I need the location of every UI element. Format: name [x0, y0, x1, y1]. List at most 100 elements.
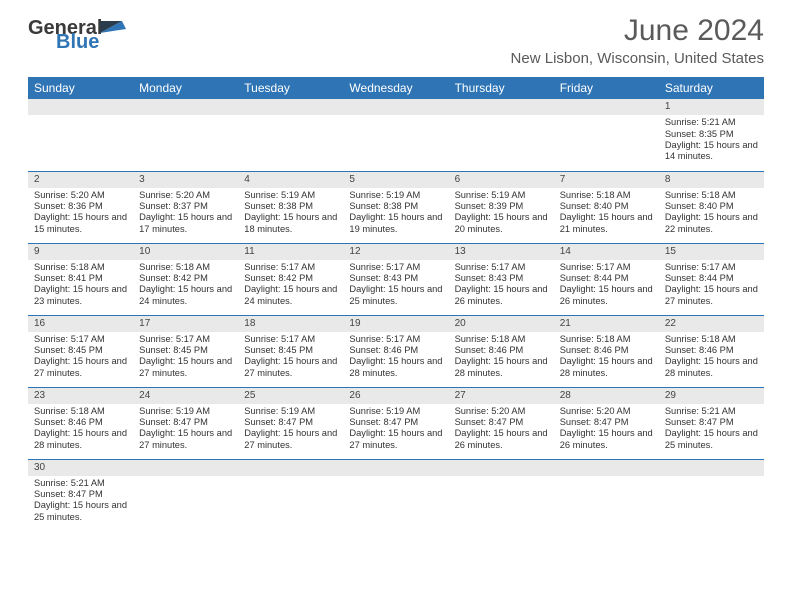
sunrise-line: Sunrise: 5:20 AM [455, 406, 548, 417]
sunset-line: Sunset: 8:42 PM [139, 273, 232, 284]
day-details: Sunrise: 5:19 AMSunset: 8:39 PMDaylight:… [449, 188, 554, 239]
calendar-day-cell: 11Sunrise: 5:17 AMSunset: 8:42 PMDayligh… [238, 243, 343, 315]
day-details: Sunrise: 5:18 AMSunset: 8:46 PMDaylight:… [449, 332, 554, 383]
daylight-line: Daylight: 15 hours and 28 minutes. [349, 356, 442, 379]
daylight-line: Daylight: 15 hours and 24 minutes. [139, 284, 232, 307]
sunrise-line: Sunrise: 5:21 AM [665, 406, 758, 417]
daylight-line: Daylight: 15 hours and 24 minutes. [244, 284, 337, 307]
day-details: Sunrise: 5:18 AMSunset: 8:40 PMDaylight:… [659, 188, 764, 239]
day-number: 6 [449, 172, 554, 188]
day-details: Sunrise: 5:18 AMSunset: 8:46 PMDaylight:… [28, 404, 133, 455]
calendar-day-cell: 23Sunrise: 5:18 AMSunset: 8:46 PMDayligh… [28, 387, 133, 459]
calendar-day-cell: 25Sunrise: 5:19 AMSunset: 8:47 PMDayligh… [238, 387, 343, 459]
day-number: 14 [554, 244, 659, 260]
day-details: Sunrise: 5:17 AMSunset: 8:42 PMDaylight:… [238, 260, 343, 311]
calendar-day-cell: 18Sunrise: 5:17 AMSunset: 8:45 PMDayligh… [238, 315, 343, 387]
day-number: 29 [659, 388, 764, 404]
sunset-line: Sunset: 8:47 PM [244, 417, 337, 428]
sunrise-line: Sunrise: 5:17 AM [349, 334, 442, 345]
daylight-line: Daylight: 15 hours and 17 minutes. [139, 212, 232, 235]
day-details: Sunrise: 5:17 AMSunset: 8:45 PMDaylight:… [28, 332, 133, 383]
daylight-line: Daylight: 15 hours and 23 minutes. [34, 284, 127, 307]
day-number: 16 [28, 316, 133, 332]
sunrise-line: Sunrise: 5:18 AM [34, 262, 127, 273]
day-number: 13 [449, 244, 554, 260]
daylight-line: Daylight: 15 hours and 28 minutes. [665, 356, 758, 379]
calendar-day-cell: 16Sunrise: 5:17 AMSunset: 8:45 PMDayligh… [28, 315, 133, 387]
calendar-week: 23Sunrise: 5:18 AMSunset: 8:46 PMDayligh… [28, 387, 764, 459]
day-details: Sunrise: 5:18 AMSunset: 8:46 PMDaylight:… [659, 332, 764, 383]
logo: General Blue [28, 20, 100, 51]
calendar-day-cell: 7Sunrise: 5:18 AMSunset: 8:40 PMDaylight… [554, 171, 659, 243]
sunrise-line: Sunrise: 5:17 AM [560, 262, 653, 273]
daylight-line: Daylight: 15 hours and 27 minutes. [349, 428, 442, 451]
day-number-empty [28, 99, 133, 115]
calendar-day-cell [449, 99, 554, 171]
day-details: Sunrise: 5:19 AMSunset: 8:47 PMDaylight:… [343, 404, 448, 455]
calendar-day-cell: 6Sunrise: 5:19 AMSunset: 8:39 PMDaylight… [449, 171, 554, 243]
sunrise-line: Sunrise: 5:19 AM [244, 190, 337, 201]
sunset-line: Sunset: 8:47 PM [34, 489, 127, 500]
calendar-day-cell: 13Sunrise: 5:17 AMSunset: 8:43 PMDayligh… [449, 243, 554, 315]
daylight-line: Daylight: 15 hours and 18 minutes. [244, 212, 337, 235]
sunset-line: Sunset: 8:43 PM [349, 273, 442, 284]
day-details: Sunrise: 5:20 AMSunset: 8:47 PMDaylight:… [449, 404, 554, 455]
sunset-line: Sunset: 8:46 PM [665, 345, 758, 356]
calendar-day-cell: 2Sunrise: 5:20 AMSunset: 8:36 PMDaylight… [28, 171, 133, 243]
day-details: Sunrise: 5:19 AMSunset: 8:47 PMDaylight:… [133, 404, 238, 455]
sunset-line: Sunset: 8:47 PM [349, 417, 442, 428]
day-number-empty [449, 99, 554, 115]
calendar-day-cell: 1Sunrise: 5:21 AMSunset: 8:35 PMDaylight… [659, 99, 764, 171]
calendar-day-cell: 12Sunrise: 5:17 AMSunset: 8:43 PMDayligh… [343, 243, 448, 315]
day-number-empty [343, 99, 448, 115]
calendar-day-cell [449, 459, 554, 531]
header: General Blue June 2024 New Lisbon, Wisco… [28, 14, 764, 67]
sunset-line: Sunset: 8:42 PM [244, 273, 337, 284]
day-number: 17 [133, 316, 238, 332]
sunset-line: Sunset: 8:39 PM [455, 201, 548, 212]
day-details: Sunrise: 5:20 AMSunset: 8:36 PMDaylight:… [28, 188, 133, 239]
calendar-day-cell [659, 459, 764, 531]
calendar-day-cell: 29Sunrise: 5:21 AMSunset: 8:47 PMDayligh… [659, 387, 764, 459]
sunrise-line: Sunrise: 5:20 AM [34, 190, 127, 201]
calendar-week: 16Sunrise: 5:17 AMSunset: 8:45 PMDayligh… [28, 315, 764, 387]
calendar-week: 30Sunrise: 5:21 AMSunset: 8:47 PMDayligh… [28, 459, 764, 531]
dayname-header: Monday [133, 77, 238, 99]
day-details: Sunrise: 5:19 AMSunset: 8:47 PMDaylight:… [238, 404, 343, 455]
sunset-line: Sunset: 8:37 PM [139, 201, 232, 212]
calendar-day-cell: 27Sunrise: 5:20 AMSunset: 8:47 PMDayligh… [449, 387, 554, 459]
day-details: Sunrise: 5:18 AMSunset: 8:40 PMDaylight:… [554, 188, 659, 239]
day-number: 23 [28, 388, 133, 404]
sunset-line: Sunset: 8:38 PM [349, 201, 442, 212]
location-subtitle: New Lisbon, Wisconsin, United States [511, 50, 764, 67]
daylight-line: Daylight: 15 hours and 27 minutes. [665, 284, 758, 307]
day-number: 26 [343, 388, 448, 404]
day-number: 19 [343, 316, 448, 332]
day-details: Sunrise: 5:17 AMSunset: 8:46 PMDaylight:… [343, 332, 448, 383]
sunset-line: Sunset: 8:46 PM [560, 345, 653, 356]
day-details: Sunrise: 5:18 AMSunset: 8:46 PMDaylight:… [554, 332, 659, 383]
dayname-header: Friday [554, 77, 659, 99]
day-number: 18 [238, 316, 343, 332]
calendar-day-cell: 19Sunrise: 5:17 AMSunset: 8:46 PMDayligh… [343, 315, 448, 387]
sunrise-line: Sunrise: 5:19 AM [244, 406, 337, 417]
daylight-line: Daylight: 15 hours and 21 minutes. [560, 212, 653, 235]
sunrise-line: Sunrise: 5:19 AM [349, 406, 442, 417]
calendar-table: SundayMondayTuesdayWednesdayThursdayFrid… [28, 77, 764, 531]
day-number-empty [238, 460, 343, 476]
day-details: Sunrise: 5:17 AMSunset: 8:43 PMDaylight:… [343, 260, 448, 311]
daylight-line: Daylight: 15 hours and 25 minutes. [34, 500, 127, 523]
day-details: Sunrise: 5:21 AMSunset: 8:47 PMDaylight:… [659, 404, 764, 455]
sunrise-line: Sunrise: 5:17 AM [139, 334, 232, 345]
calendar-day-cell [133, 99, 238, 171]
day-number: 4 [238, 172, 343, 188]
day-details: Sunrise: 5:20 AMSunset: 8:47 PMDaylight:… [554, 404, 659, 455]
day-number-empty [133, 99, 238, 115]
day-details: Sunrise: 5:19 AMSunset: 8:38 PMDaylight:… [238, 188, 343, 239]
calendar-day-cell: 22Sunrise: 5:18 AMSunset: 8:46 PMDayligh… [659, 315, 764, 387]
page-title: June 2024 [511, 14, 764, 48]
calendar-day-cell [238, 459, 343, 531]
daylight-line: Daylight: 15 hours and 25 minutes. [665, 428, 758, 451]
daylight-line: Daylight: 15 hours and 26 minutes. [560, 428, 653, 451]
sunset-line: Sunset: 8:47 PM [455, 417, 548, 428]
